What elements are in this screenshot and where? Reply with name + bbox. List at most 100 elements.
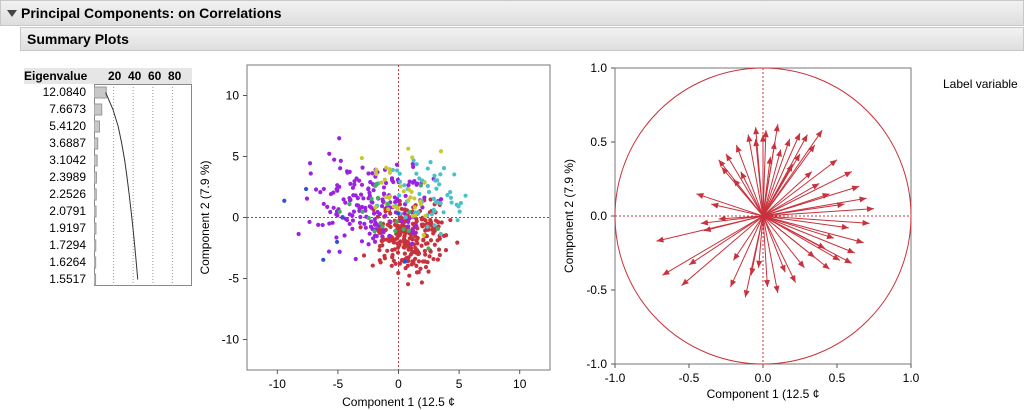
score-point [407,273,412,278]
score-point [441,210,446,215]
score-point [375,195,381,201]
score-point [341,197,346,202]
loading-vector-line [762,130,767,217]
loading-y-tick-label: -1.0 [586,357,607,371]
eigenvalue-2: 7.6673 [49,102,86,116]
disclosure-triangle-icon[interactable] [7,9,17,17]
arrowhead-icon [753,139,760,147]
score-point [367,204,372,209]
score-point [412,205,418,210]
score-point [385,248,390,253]
score-point [358,214,363,220]
score-point [388,194,393,199]
score-point [403,259,408,264]
score-point [421,222,426,227]
score-point [449,200,454,205]
score-point [362,221,367,226]
arrowhead-icon [703,226,712,233]
eigen-percent-bar-7 [94,188,97,201]
arrowhead-icon [804,171,812,179]
loading-vector-line [762,208,875,217]
loading-vector [696,193,764,217]
score-point [410,241,415,246]
arrowhead-icon [770,142,777,150]
loading-vector [762,215,864,244]
score-point [307,219,312,225]
score-point [352,182,357,187]
loading-plot[interactable]: -1.0 -0.5 0.0 0.5 1.0 1.0 0.5 0.0 -0.5 -1.0 Compon… [555,55,925,410]
loading-vector-line [750,215,764,276]
score-point [413,230,418,235]
loading-vector-line [762,124,779,217]
loading-vector [762,215,830,270]
eigenvalue-1: 12.0840 [42,85,86,99]
score-point [331,205,336,210]
arrowhead-icon [730,279,737,288]
score-point [359,182,365,187]
loading-vector-line [762,215,849,229]
loading-x-tick-label: 0.5 [829,371,846,385]
score-point [414,171,419,176]
score-point [361,253,367,258]
score-point [445,192,450,198]
score-point [428,197,433,202]
score-point [419,243,424,248]
loading-vector [762,215,853,264]
loading-vector [703,215,764,233]
score-point [435,226,441,231]
arrowhead-icon [743,289,750,298]
score-point [399,206,404,212]
score-point [337,249,342,254]
report-title: Principal Components: on Correlations [21,5,282,21]
arrowhead-icon [793,153,800,162]
arrowhead-icon [794,133,800,141]
score-point [296,231,301,237]
eigen-percent-bar-5 [94,154,98,167]
loading-vector [735,144,764,217]
eigenvalue-column-label: Eigenvalue [24,69,88,83]
score-point [338,158,343,163]
score-point [334,239,340,245]
score-plot[interactable]: -10 -5 0 5 10 10 5 0 -5 -10 Component 1 (12.5 ¢ Com… [195,55,560,410]
score-point [313,187,319,192]
score-point [409,189,414,195]
score-point [374,167,379,172]
arrowhead-icon [779,264,786,273]
score-point [395,250,401,255]
score-point [373,205,378,210]
arrowhead-icon [689,258,697,265]
score-point [370,263,375,268]
eigenvalue-3: 5.4120 [49,119,86,133]
score-point [399,218,404,224]
summary-plots-header[interactable]: Summary Plots [20,27,1024,51]
arrowhead-icon [773,285,780,293]
score-point [377,248,382,253]
score-point [366,215,371,221]
score-point [411,164,416,169]
score-y-tick-label: -5 [228,272,239,286]
score-point [366,242,371,247]
arrowhead-icon [726,153,733,162]
loading-vectors [656,124,875,298]
loading-vector-line [747,134,764,217]
score-point [410,221,415,226]
score-point [377,244,383,249]
arrowhead-icon [733,252,740,261]
loading-vector [762,215,849,230]
score-point [426,246,431,251]
arrowhead-icon [662,269,670,276]
loading-vector-line [696,193,764,217]
loading-vector [762,132,801,217]
arrowhead-icon [844,257,852,264]
score-point [418,183,423,188]
score-point [369,196,374,201]
report-header[interactable]: Principal Components: on Correlations [0,0,1024,26]
axis-tick-20: 20 [108,69,122,83]
score-point [435,238,440,243]
score-point [417,176,422,181]
score-point [428,249,433,254]
score-point [414,182,419,187]
score-point [403,265,408,271]
score-point [429,212,434,217]
arrowhead-icon [753,127,760,135]
